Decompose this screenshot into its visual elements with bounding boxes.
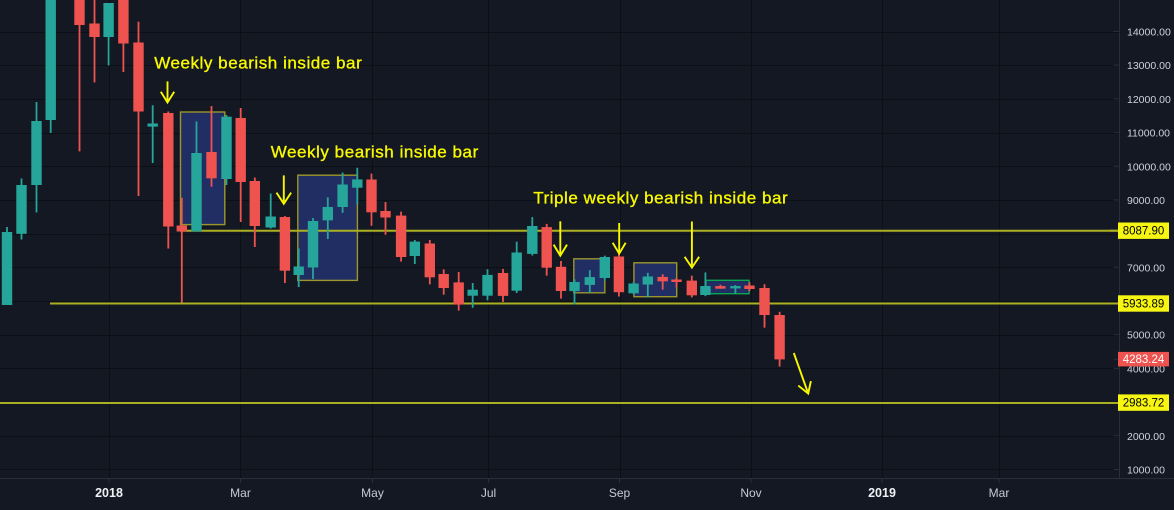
svg-text:Nov: Nov [740, 486, 761, 500]
svg-text:8087.90: 8087.90 [1123, 226, 1165, 238]
svg-text:Weekly bearish inside bar: Weekly bearish inside bar [154, 53, 362, 72]
svg-text:Triple weekly bearish inside b: Triple weekly bearish inside bar [533, 188, 788, 207]
svg-text:12000.00: 12000.00 [1127, 94, 1171, 106]
svg-text:Mar: Mar [989, 486, 1010, 500]
svg-text:5933.89: 5933.89 [1123, 299, 1165, 311]
svg-text:Sep: Sep [609, 486, 631, 500]
svg-text:May: May [361, 486, 384, 500]
svg-text:13000.00: 13000.00 [1127, 60, 1171, 72]
svg-text:Weekly bearish inside bar: Weekly bearish inside bar [271, 143, 479, 162]
svg-text:2019: 2019 [868, 486, 896, 500]
svg-text:4283.24: 4283.24 [1123, 354, 1165, 366]
svg-text:2000.00: 2000.00 [1127, 431, 1165, 443]
svg-text:14000.00: 14000.00 [1127, 27, 1171, 39]
svg-text:11000.00: 11000.00 [1127, 128, 1170, 140]
svg-text:9000.00: 9000.00 [1127, 195, 1165, 207]
svg-text:1000.00: 1000.00 [1127, 465, 1165, 477]
svg-text:7000.00: 7000.00 [1127, 262, 1165, 274]
svg-text:10000.00: 10000.00 [1127, 161, 1171, 173]
svg-text:2983.72: 2983.72 [1123, 398, 1165, 410]
svg-text:5000.00: 5000.00 [1127, 330, 1165, 342]
svg-text:2018: 2018 [95, 486, 123, 500]
svg-text:Mar: Mar [230, 486, 251, 500]
svg-text:Jul: Jul [481, 486, 496, 500]
